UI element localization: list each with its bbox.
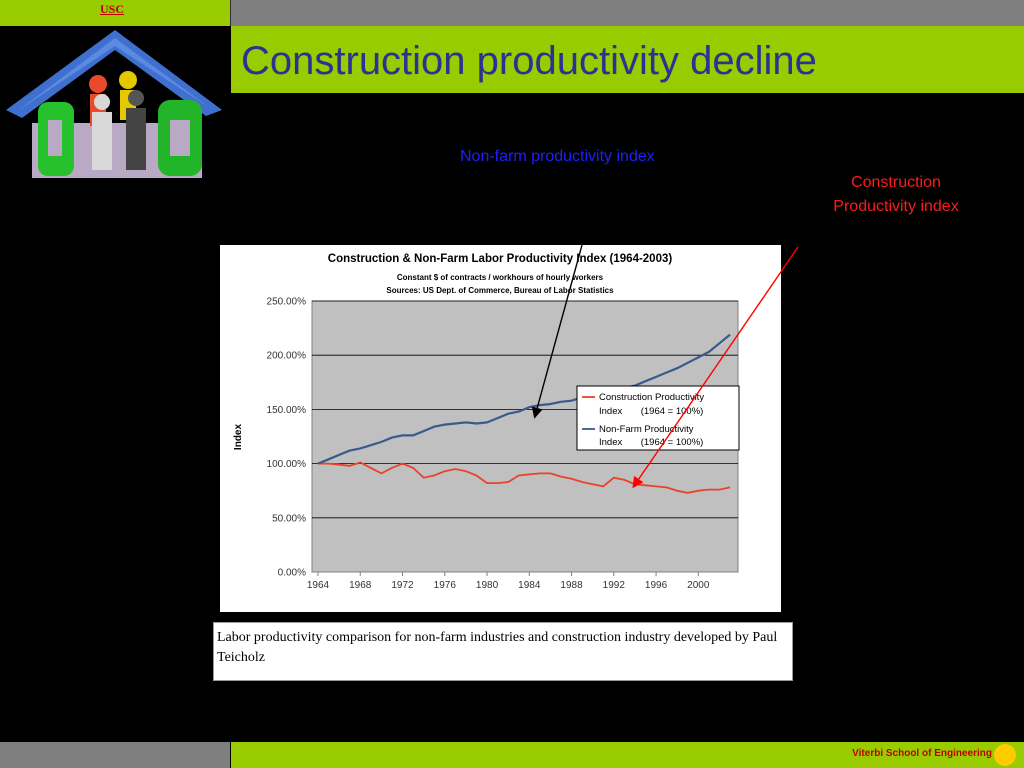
x-tick-label: 1980 [476, 580, 499, 591]
top-right-band [231, 0, 1024, 26]
productivity-chart: Construction & Non-Farm Labor Productivi… [233, 253, 740, 591]
x-tick-label: 2000 [687, 580, 710, 591]
usc-label: USC [100, 2, 125, 16]
construction-annotation-line1: Construction [851, 174, 941, 191]
chart-caption: Labor productivity comparison for non-fa… [213, 622, 793, 681]
chart-title: Construction & Non-Farm Labor Productivi… [328, 253, 673, 265]
construction-annotation: Construction Productivity index [812, 171, 980, 219]
x-tick-label: 1988 [560, 580, 583, 591]
house-logo-icon [6, 30, 222, 178]
top-left-band: USC [0, 0, 231, 26]
slide-title: Construction productivity decline [241, 39, 817, 83]
legend-label-nonfarm-2: Index (1964 = 100%) [599, 437, 703, 448]
x-tick-label: 1972 [391, 580, 414, 591]
viterbi-logo-icon [994, 744, 1016, 766]
legend: Construction Productivity Index (1964 = … [576, 385, 740, 451]
legend-label-construction-1: Construction Productivity [599, 392, 704, 403]
title-band: Construction productivity decline [231, 26, 1024, 93]
x-tick-label: 1984 [518, 580, 541, 591]
chart-subtitle-1: Constant $ of contracts / workhours of h… [397, 273, 604, 282]
x-tick-label: 1992 [603, 580, 626, 591]
construction-annotation-line2: Productivity index [833, 198, 959, 215]
legend-label-construction-2: Index (1964 = 100%) [599, 406, 703, 417]
x-tick-label: 1964 [307, 580, 330, 591]
construction-series-line [318, 461, 731, 494]
y-tick-label: 150.00% [267, 405, 307, 416]
footer-label: Viterbi School of Engineering [852, 748, 992, 759]
x-tick-label: 1976 [434, 580, 457, 591]
y-tick-label: 200.00% [267, 351, 307, 362]
bottom-right-band: Viterbi School of Engineering [231, 742, 1024, 768]
legend-label-nonfarm-1: Non-Farm Productivity [599, 424, 694, 435]
y-axis-label: Index [233, 424, 244, 451]
nonfarm-annotation: Non-farm productivity index [460, 148, 655, 165]
y-tick-label: 50.00% [272, 513, 306, 524]
y-tick-label: 100.00% [267, 459, 307, 470]
x-tick-label: 1968 [349, 580, 372, 591]
x-tick-label: 1996 [645, 580, 668, 591]
bottom-left-band [0, 742, 230, 768]
chart-panel: Construction & Non-Farm Labor Productivi… [220, 245, 781, 612]
y-tick-label: 250.00% [267, 297, 307, 308]
y-tick-label: 0.00% [278, 568, 306, 579]
chart-subtitle-2: Sources: US Dept. of Commerce, Bureau of… [386, 286, 614, 295]
